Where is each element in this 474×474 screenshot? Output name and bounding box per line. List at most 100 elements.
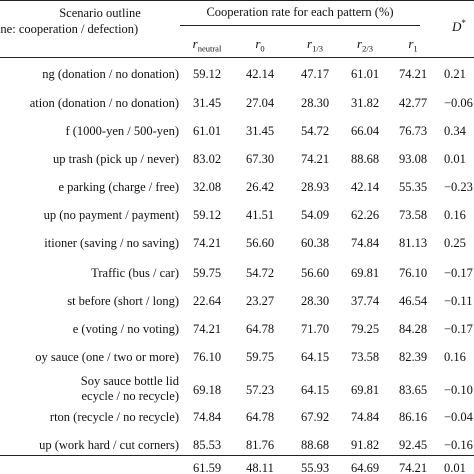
- value-cell: 74.84: [350, 410, 380, 424]
- d-header: D*: [452, 18, 466, 35]
- d-value-cell: 0.16: [444, 208, 466, 222]
- value-cell: 66.04: [350, 124, 380, 138]
- value-cell: 61.01: [350, 67, 380, 81]
- d-value-cell: −0.17: [444, 322, 473, 336]
- d-value-cell: 0.16: [444, 350, 466, 364]
- value-cell: 26.42: [245, 180, 275, 194]
- value-cell: 28.30: [300, 96, 330, 110]
- value-cell: 42.14: [350, 180, 380, 194]
- d-value-cell: −0.17: [444, 266, 473, 280]
- value-cell: 69.81: [350, 266, 380, 280]
- value-cell: 59.12: [192, 67, 222, 81]
- value-cell: 73.58: [398, 208, 428, 222]
- scenario-cell: Traffic (bus / car): [91, 266, 179, 280]
- scenario-cell: e parking (charge / free): [58, 180, 179, 194]
- d-value-cell: 0.21: [444, 67, 466, 81]
- value-cell: 47.17: [300, 67, 330, 81]
- d-value-cell: −0.23: [444, 180, 473, 194]
- scenario-cell: itioner (saving / no saving): [44, 236, 179, 250]
- column-header-symbol: r: [192, 36, 198, 51]
- value-cell: 28.93: [300, 180, 330, 194]
- value-cell: 76.10: [398, 266, 428, 280]
- value-cell: 83.02: [192, 152, 222, 166]
- value-cell: 84.28: [398, 322, 428, 336]
- value-cell: 88.68: [300, 438, 330, 452]
- value-cell: 81.76: [245, 438, 275, 452]
- total-value-cell: 64.69: [350, 461, 380, 474]
- d-value-cell: −0.10: [444, 383, 473, 397]
- value-cell: 67.30: [245, 152, 275, 166]
- scenario-cell: oy sauce (one / two or more): [35, 350, 179, 364]
- value-cell: 83.65: [398, 383, 428, 397]
- total-d-value-cell: 0.01: [444, 461, 466, 474]
- value-cell: 64.15: [300, 383, 330, 397]
- value-cell: 28.30: [300, 294, 330, 308]
- value-cell: 27.04: [245, 96, 275, 110]
- scenario-cell: up (work hard / cut corners): [39, 438, 179, 452]
- value-cell: 85.53: [192, 438, 222, 452]
- d-value-cell: −0.11: [444, 294, 473, 308]
- d-value-cell: −0.16: [444, 438, 473, 452]
- scenario-cell: up (no payment / payment): [43, 208, 179, 222]
- column-header-symbol: r: [307, 36, 313, 51]
- value-cell: 76.73: [398, 124, 428, 138]
- value-cell: 82.39: [398, 350, 428, 364]
- value-cell: 74.21: [300, 152, 330, 166]
- value-cell: 59.75: [192, 266, 222, 280]
- value-cell: 54.09: [300, 208, 330, 222]
- value-cell: 74.84: [192, 410, 222, 424]
- column-header-subscript: neutral: [197, 43, 222, 54]
- d-value-cell: 0.01: [444, 152, 466, 166]
- value-cell: 73.58: [350, 350, 380, 364]
- value-cell: 55.35: [398, 180, 428, 194]
- scenario-cell: up trash (pick up / never): [52, 152, 179, 166]
- value-cell: 62.26: [350, 208, 380, 222]
- scenario-cell: rton (recycle / no recycle): [49, 410, 179, 424]
- value-cell: 41.51: [245, 208, 275, 222]
- value-cell: 46.54: [398, 294, 428, 308]
- column-header-subscript: 1/3: [312, 43, 323, 54]
- value-cell: 61.01: [192, 124, 222, 138]
- scenario-cell: Soy sauce bottle lid: [80, 374, 179, 388]
- total-value-cell: 55.93: [300, 461, 330, 474]
- scenario-cell: e (voting / no voting): [72, 322, 179, 336]
- value-cell: 60.38: [300, 236, 330, 250]
- scenario-cell: st before (short / long): [67, 294, 179, 308]
- column-header-4: r1: [383, 37, 443, 56]
- value-cell: 71.70: [300, 322, 330, 336]
- value-cell: 22.64: [192, 294, 222, 308]
- value-cell: 64.78: [245, 322, 275, 336]
- value-cell: 79.25: [350, 322, 380, 336]
- value-cell: 74.84: [350, 236, 380, 250]
- total-value-cell: 74.21: [398, 461, 428, 474]
- d-value-cell: −0.06: [444, 96, 473, 110]
- value-cell: 54.72: [300, 124, 330, 138]
- value-cell: 42.14: [245, 67, 275, 81]
- value-cell: 81.13: [398, 236, 428, 250]
- value-cell: 74.21: [192, 236, 222, 250]
- scenario-cell: f (1000-yen / 500-yen): [65, 124, 179, 138]
- value-cell: 57.23: [245, 383, 275, 397]
- value-cell: 23.27: [245, 294, 275, 308]
- value-cell: 42.77: [398, 96, 428, 110]
- value-cell: 32.08: [192, 180, 222, 194]
- column-header-3: r2/3: [335, 37, 395, 56]
- value-cell: 92.45: [398, 438, 428, 452]
- value-cell: 69.18: [192, 383, 222, 397]
- column-header-0: rneutral: [177, 37, 237, 56]
- d-value-cell: 0.34: [444, 124, 466, 138]
- d-value-cell: 0.25: [444, 236, 466, 250]
- top-rule: [0, 0, 474, 1]
- value-cell: 56.60: [245, 236, 275, 250]
- total-rule: [0, 455, 474, 456]
- scenario-cell: ng (donation / no donation): [42, 67, 179, 81]
- value-cell: 56.60: [300, 266, 330, 280]
- column-header-1: r0: [230, 37, 290, 56]
- value-cell: 64.78: [245, 410, 275, 424]
- value-cell: 91.82: [350, 438, 380, 452]
- value-cell: 59.75: [245, 350, 275, 364]
- value-cell: 86.16: [398, 410, 428, 424]
- scenario-header-line1: Scenario outline: [59, 6, 141, 20]
- value-cell: 67.92: [300, 410, 330, 424]
